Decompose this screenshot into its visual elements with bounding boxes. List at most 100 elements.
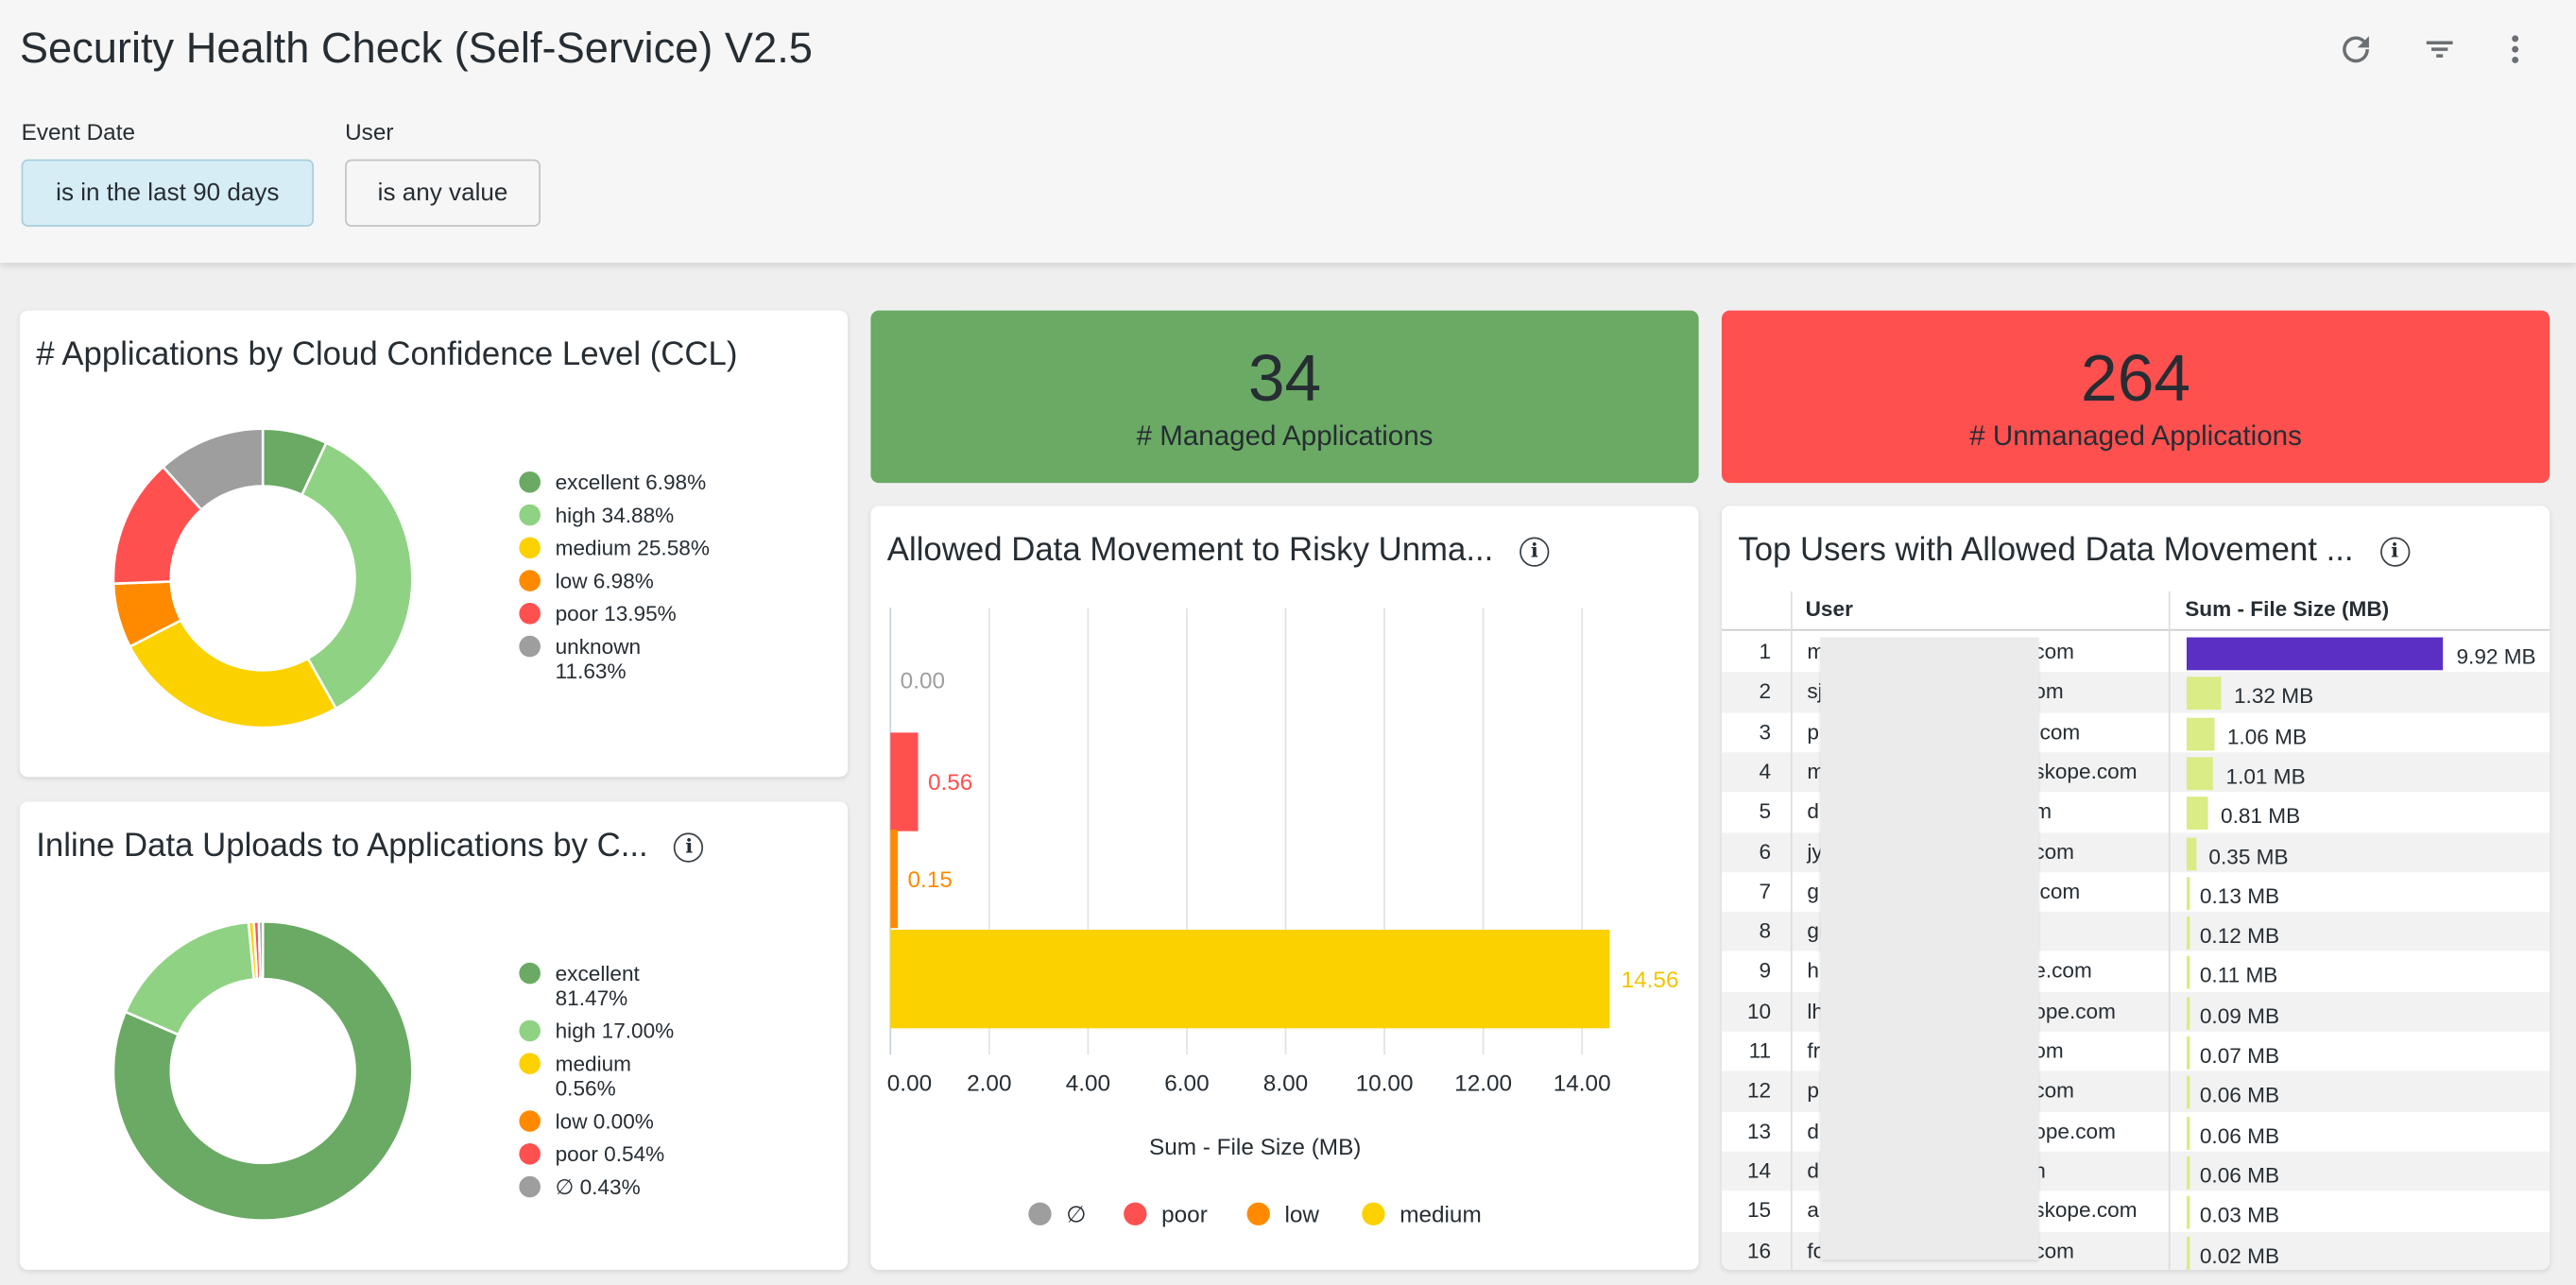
top-users-card: Top Users with Allowed Data Movement ...… bbox=[1721, 505, 2550, 1270]
x-axis-title: Sum - File Size (MB) bbox=[1149, 1135, 1361, 1160]
ccl-legend: excellent 6.98% high 34.88% medium 25.58% l… bbox=[519, 470, 765, 692]
legend-label: medium 25.58% bbox=[555, 535, 710, 560]
file-size-bar bbox=[2186, 1116, 2190, 1150]
legend-label: low 6.98% bbox=[555, 568, 654, 593]
bar[interactable] bbox=[890, 732, 919, 831]
info-icon[interactable]: i bbox=[1520, 537, 1550, 567]
filter-icon[interactable] bbox=[2420, 29, 2460, 69]
legend-dot-icon[interactable] bbox=[1124, 1202, 1147, 1225]
legend-item[interactable]: medium 25.58% bbox=[519, 536, 765, 560]
donut-slice[interactable] bbox=[112, 919, 414, 1223]
x-tick-label: 2.00 bbox=[967, 1071, 1011, 1096]
bar-chart: 0.00 2.00 4.00 6.00 8.00 10.00 12.00 14.00 0.00 0… bbox=[887, 608, 1679, 1227]
kpi-label: # Managed Applications bbox=[1136, 420, 1434, 453]
file-size-value: 0.35 MB bbox=[2208, 843, 2289, 868]
table-row[interactable]: 7 g .com 0.13 MB bbox=[1722, 872, 2550, 912]
managed-apps-kpi: 34 # Managed Applications bbox=[870, 310, 1699, 484]
user-name-end: com bbox=[2034, 639, 2074, 664]
legend-label: unknown 11.63% bbox=[555, 634, 642, 684]
legend-label[interactable]: poor bbox=[1161, 1202, 1208, 1227]
user-name-end: skope.com bbox=[2034, 1197, 2138, 1223]
file-size-bar bbox=[2186, 677, 2222, 711]
legend-label: poor 13.95% bbox=[555, 601, 677, 626]
row-index: 3 bbox=[1759, 718, 1772, 744]
filter-user-button[interactable]: is any value bbox=[345, 159, 541, 227]
bar-value-label: 0.15 bbox=[908, 867, 953, 893]
table-row[interactable]: 1 m com 9.92 MB bbox=[1722, 632, 2550, 672]
bar[interactable] bbox=[890, 929, 1610, 1029]
user-name-end: om bbox=[2034, 1037, 2064, 1063]
table-row[interactable]: 13 d ope.com 0.06 MB bbox=[1722, 1111, 2550, 1151]
table-row[interactable]: 5 d m 0.81 MB bbox=[1722, 792, 2550, 831]
file-size-value: 0.03 MB bbox=[2199, 1202, 2280, 1227]
more-vert-icon[interactable] bbox=[2496, 29, 2535, 69]
legend-label[interactable]: ∅ bbox=[1066, 1202, 1086, 1227]
table-row[interactable]: 3 p .com 1.06 MB bbox=[1722, 712, 2550, 752]
legend-item[interactable]: high 34.88% bbox=[519, 503, 765, 527]
file-size-bar bbox=[2186, 1036, 2190, 1070]
legend-item[interactable]: excellent 6.98% bbox=[519, 470, 765, 494]
row-index: 1 bbox=[1759, 639, 1772, 664]
column-header-user[interactable]: User bbox=[1805, 596, 1853, 622]
legend-dot-icon bbox=[519, 1019, 541, 1042]
row-index: 9 bbox=[1759, 958, 1772, 984]
donut-slice[interactable] bbox=[128, 618, 338, 729]
legend-item[interactable]: poor 0.54% bbox=[519, 1141, 765, 1166]
row-index: 10 bbox=[1746, 998, 1772, 1023]
file-size-value: 0.12 MB bbox=[2199, 923, 2280, 949]
column-header-file-size[interactable]: Sum - File Size (MB) bbox=[2185, 596, 2390, 622]
legend-item[interactable]: poor 13.95% bbox=[519, 601, 765, 625]
donut-slice[interactable] bbox=[257, 919, 265, 981]
legend-dot-icon bbox=[519, 570, 541, 591]
inline-legend: excellent 81.47% high 17.00% medium 0.56% l… bbox=[519, 961, 765, 1209]
user-name-start: p bbox=[1807, 1077, 1819, 1104]
user-name-start: d bbox=[1807, 1157, 1819, 1183]
legend-label: high 17.00% bbox=[555, 1018, 675, 1043]
legend-item[interactable]: unknown 11.63% bbox=[519, 634, 765, 683]
filter-label-event-date: Event Date bbox=[21, 118, 136, 145]
legend-item[interactable]: medium 0.56% bbox=[519, 1052, 765, 1101]
info-icon[interactable]: i bbox=[674, 831, 704, 863]
inline-donut-chart bbox=[112, 919, 414, 1223]
table-row[interactable]: 15 a skope.com 0.03 MB bbox=[1722, 1191, 2550, 1231]
bar[interactable] bbox=[890, 829, 899, 929]
kpi-value: 264 bbox=[2081, 343, 2191, 416]
info-icon[interactable]: i bbox=[2379, 537, 2410, 567]
legend-dot-icon[interactable] bbox=[1246, 1202, 1270, 1225]
legend-item[interactable]: low 6.98% bbox=[519, 569, 765, 593]
dashboard-header: Security Health Check (Self-Service) V2.… bbox=[0, 0, 2576, 264]
row-index: 7 bbox=[1759, 878, 1772, 903]
legend-label[interactable]: medium bbox=[1400, 1202, 1482, 1227]
file-size-bar bbox=[2186, 996, 2190, 1030]
card-title: Top Users with Allowed Data Movement ...… bbox=[1738, 532, 2410, 570]
user-name-end: com bbox=[2034, 1237, 2074, 1263]
legend-dot-icon bbox=[519, 537, 541, 559]
legend-dot-icon[interactable] bbox=[1028, 1202, 1052, 1225]
legend-item[interactable]: ∅ 0.43% bbox=[519, 1174, 765, 1201]
card-title: Inline Data Uploads to Applications by C… bbox=[36, 828, 704, 865]
legend-label[interactable]: low bbox=[1285, 1202, 1320, 1227]
row-index: 8 bbox=[1759, 917, 1772, 944]
row-index: 12 bbox=[1746, 1077, 1772, 1104]
file-size-value: 1.01 MB bbox=[2225, 763, 2306, 789]
legend-item[interactable]: high 17.00% bbox=[519, 1019, 765, 1043]
filter-event-date-button[interactable]: is in the last 90 days bbox=[21, 159, 315, 227]
donut-slice[interactable] bbox=[124, 920, 256, 1037]
legend-dot-icon bbox=[519, 1053, 541, 1074]
unmanaged-apps-kpi: 264 # Unmanaged Applications bbox=[1721, 310, 2550, 484]
legend-dot-icon[interactable] bbox=[1362, 1202, 1385, 1225]
table-row[interactable]: 9 h e.com 0.11 MB bbox=[1722, 951, 2550, 991]
table-header: User Sum - File Size (MB) bbox=[1721, 591, 2550, 631]
bar-value-label: 14.56 bbox=[1622, 968, 1679, 993]
refresh-icon[interactable] bbox=[2336, 29, 2376, 69]
bar-value-label: 0.00 bbox=[901, 668, 945, 694]
legend-label: poor 0.54% bbox=[555, 1141, 665, 1167]
legend-item[interactable]: excellent 81.47% bbox=[519, 961, 765, 1010]
table-row[interactable]: 11 fr om 0.07 MB bbox=[1722, 1032, 2550, 1071]
x-tick-label: 10.00 bbox=[1356, 1071, 1414, 1096]
legend-item[interactable]: low 0.00% bbox=[519, 1108, 765, 1134]
donut-slice[interactable] bbox=[161, 427, 265, 512]
donut-slice[interactable] bbox=[300, 440, 414, 711]
inline-donut-card: Inline Data Uploads to Applications by C… bbox=[19, 801, 849, 1270]
file-size-bar bbox=[2186, 836, 2196, 870]
